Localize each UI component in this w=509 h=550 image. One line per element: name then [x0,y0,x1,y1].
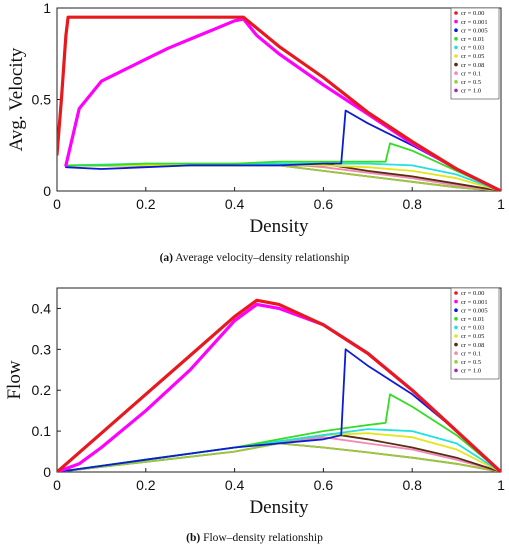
legend-entry: cr = 0.1 [461,70,481,77]
legend-marker [454,37,458,41]
y-tick-label: 0.5 [32,92,52,108]
series-line-9 [65,164,501,191]
series-line-0 [57,298,501,472]
series-line-6 [65,164,501,191]
velocity-density-chart: 0 0.2 0.4 0.6 0.8 1 0 0.5 1 Density Avg. Velocity c… [6,0,505,237]
legend-entry: cr = 0.5 [461,359,481,366]
velocity-density-panel: 0 0.2 0.4 0.6 0.8 1 0 0.5 1 Density Avg. Velocity c… [0,0,509,264]
legend-marker [454,62,458,67]
legend-entry: cr = 0.08 [461,342,484,349]
y-axis-label: Avg. Velocity [6,47,27,151]
legend-box [450,7,500,100]
series-line-3 [65,142,501,191]
caption-tag: (b) [186,532,201,544]
legend-marker [454,308,458,312]
flow-density-panel: 0 0.2 0.4 0.6 0.8 1 0 0.1 0.2 0.3 0.4 Density Flow cr… [0,275,509,550]
legend-marker [454,360,458,364]
legend-marker [454,54,458,58]
series-line-2 [57,348,501,472]
legend-marker [454,334,458,338]
plot-frame [56,287,502,473]
legend-entry: cr = 0.01 [461,36,484,43]
flow-density-chart: 0 0.2 0.4 0.6 0.8 100.10.20.30.4DensityFlowcr… [4,287,505,518]
y-tick-label: 1 [43,0,51,16]
x-tick-label: 1 [497,477,505,493]
legend-marker [454,342,458,347]
legend-marker [454,317,458,321]
x-tick-label: 0.6 [314,196,334,212]
x-axis-label: Density [249,216,309,237]
legend-entry: cr = 0.005 [461,307,488,314]
x-tick-label: 0 [53,196,61,212]
y-tick-label: 0.4 [32,300,52,316]
legend-entry: cr = 0.00 [461,290,484,297]
legend-entry: cr = 0.08 [461,62,484,69]
series-line-7 [65,164,501,191]
legend-entry: cr = 0.03 [461,45,484,52]
x-tick-label: 0.8 [402,196,422,212]
legend-marker [454,11,458,15]
legend-marker [454,299,458,304]
legend-marker [454,71,458,75]
x-tick-label: 0.6 [314,477,334,493]
caption-tag: (a) [159,252,173,264]
x-tick-label: 0.2 [136,196,156,212]
legend-marker [454,325,458,330]
x-tick-label: 0.2 [136,477,156,493]
x-tick-label: 0.4 [225,196,245,212]
legend-entry: cr = 1.0 [461,88,481,95]
legend-entry: cr = 1.0 [461,368,481,375]
x-tick-label: 1 [497,196,505,212]
legend-entry: cr = 0.001 [461,299,488,306]
y-tick-label: 0.2 [32,382,52,398]
legend-entry: cr = 0.5 [461,79,481,86]
series-line-2 [65,109,501,191]
series-line-0 [57,15,501,191]
y-tick-label: 0.3 [32,341,52,357]
series-line-5 [65,164,501,191]
y-tick-label: 0 [43,464,51,480]
legend-box [450,287,500,380]
flow-density-caption: (b) Flow–density relationship [0,532,509,544]
series-line-8 [57,442,501,472]
caption-text: Flow–density relationship [203,532,323,544]
x-tick-label: 0.4 [225,477,245,493]
legend-entry: cr = 0.05 [461,333,484,340]
x-tick-label: 0 [53,477,61,493]
legend-marker [454,80,458,84]
series-line-9 [57,442,501,472]
velocity-density-caption: (a) Average velocity–density relationshi… [0,252,509,264]
series-group [57,298,501,472]
legend-entry: cr = 0.1 [461,350,481,357]
legend-marker [454,291,458,295]
legend-entry: cr = 0.05 [461,53,484,60]
caption-text: Average velocity–density relationship [175,252,350,264]
legend-marker [454,368,458,373]
legend-marker [454,45,458,50]
series-line-4 [57,428,501,472]
legend-entry: cr = 0.03 [461,325,484,332]
series-line-1 [57,302,501,472]
x-axis-label: Density [249,497,309,518]
series-group [57,15,501,191]
y-tick-label: 0.1 [32,423,52,439]
legend-entry: cr = 0.00 [461,10,484,17]
legend-marker [454,28,458,32]
legend-entry: cr = 0.01 [461,316,484,323]
legend-entry: cr = 0.005 [461,27,488,34]
series-line-8 [65,164,501,191]
legend-entry: cr = 0.001 [461,19,488,26]
y-tick-label: 0 [43,183,51,199]
y-axis-label: Flow [4,360,25,399]
x-tick-label: 0.8 [402,477,422,493]
legend-marker [454,19,458,24]
legend-marker [454,88,458,93]
legend-marker [454,351,458,355]
